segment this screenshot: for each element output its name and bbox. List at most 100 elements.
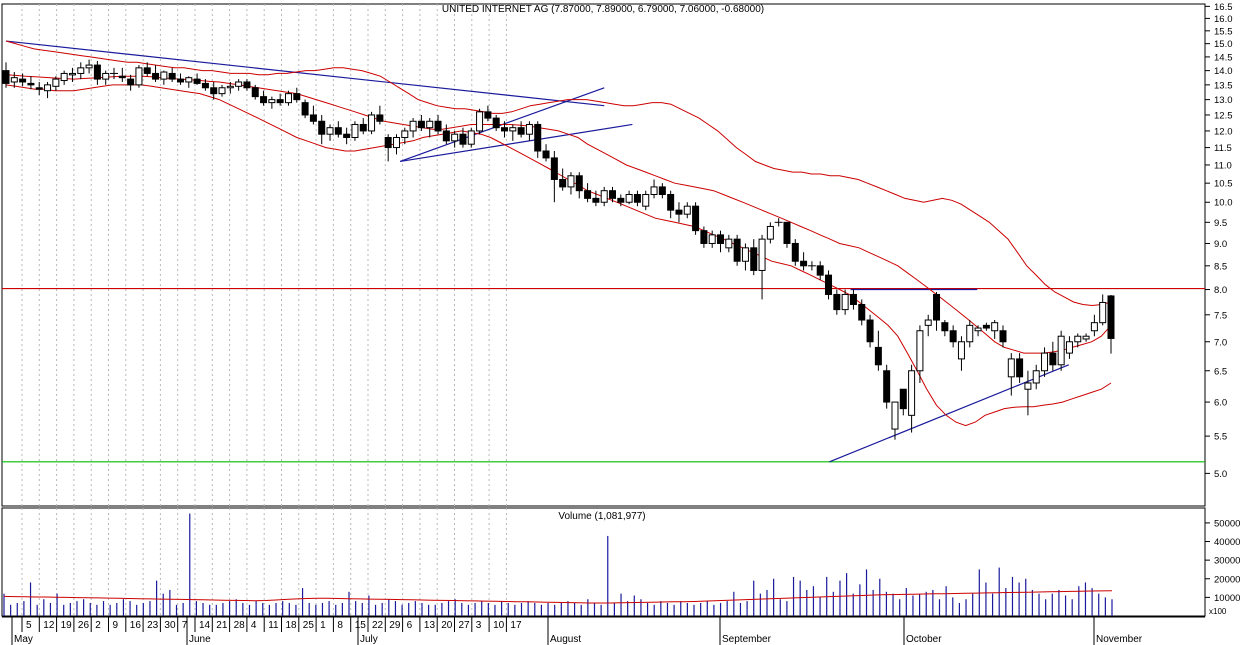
y-tick-label: 8.5 bbox=[1214, 261, 1227, 272]
candle-down bbox=[675, 209, 683, 215]
candle-down bbox=[293, 93, 301, 101]
x-tick-label: 20 bbox=[441, 620, 453, 631]
candle-up bbox=[908, 370, 916, 416]
candle-down bbox=[376, 114, 384, 122]
x-tick-label: 8 bbox=[337, 620, 343, 631]
candle-up bbox=[991, 322, 999, 332]
candle-up bbox=[102, 72, 110, 80]
candle-down bbox=[791, 242, 799, 262]
candle-down bbox=[27, 82, 35, 86]
candle-up bbox=[1057, 335, 1065, 366]
month-label: June bbox=[189, 634, 211, 645]
chart-title: UNITED INTERNET AG (7.87000, 7.89000, 6.… bbox=[442, 4, 764, 15]
candle-up bbox=[1099, 301, 1107, 324]
candle-down bbox=[999, 330, 1007, 343]
y-tick-label: 13.0 bbox=[1214, 95, 1233, 106]
candle-up bbox=[426, 120, 434, 129]
candle-down bbox=[127, 78, 135, 86]
candle-up bbox=[160, 71, 168, 80]
candle-down bbox=[941, 322, 949, 332]
trend-line bbox=[400, 123, 633, 163]
candle-up bbox=[1074, 335, 1082, 343]
candle-down bbox=[816, 265, 824, 276]
trend-line bbox=[5, 40, 605, 107]
y-tick-label: 6.0 bbox=[1214, 398, 1227, 409]
candle-up bbox=[1090, 322, 1098, 332]
candle-up bbox=[409, 120, 417, 132]
x-tick-label: 23 bbox=[147, 620, 159, 631]
candle-up bbox=[1032, 370, 1040, 384]
volume-panel: 10000 20000 30000 40000 50000 x100 bbox=[1, 507, 1240, 617]
volume-unit-label: x100 bbox=[1209, 607, 1227, 616]
candle-down bbox=[534, 123, 542, 152]
candle-down bbox=[692, 205, 700, 232]
x-tick-label: 19 bbox=[61, 620, 73, 631]
candle-down bbox=[982, 324, 990, 329]
candle-up bbox=[966, 324, 974, 343]
month-label: October bbox=[906, 634, 942, 645]
x-tick-label: 22 bbox=[372, 620, 384, 631]
candle-up bbox=[1065, 341, 1073, 354]
x-tick-label: 18 bbox=[286, 620, 298, 631]
candle-down bbox=[2, 70, 10, 84]
candle-down bbox=[783, 221, 791, 244]
x-tick-label: 13 bbox=[424, 620, 436, 631]
y-tick-label: 5.5 bbox=[1214, 432, 1227, 443]
candle-down bbox=[152, 72, 160, 80]
candle-up bbox=[525, 123, 533, 135]
candle-down bbox=[700, 230, 708, 244]
candle-down bbox=[459, 133, 467, 145]
month-label: May bbox=[14, 634, 33, 645]
candle-down bbox=[1016, 358, 1024, 378]
candle-up bbox=[326, 127, 334, 135]
month-label: August bbox=[550, 634, 581, 645]
candle-up bbox=[974, 327, 982, 332]
candle-up bbox=[44, 84, 52, 92]
candle-down bbox=[484, 111, 492, 119]
x-tick-label: 7 bbox=[182, 620, 188, 631]
candle-down bbox=[866, 319, 874, 343]
candle-up bbox=[10, 77, 18, 83]
y-tick-label: 10.5 bbox=[1214, 179, 1233, 190]
candle-down bbox=[500, 127, 508, 132]
volume-y-tick-label: 50000 bbox=[1214, 518, 1240, 529]
candle-down bbox=[359, 123, 367, 132]
candle-down bbox=[1049, 352, 1057, 366]
candle-down bbox=[176, 78, 184, 83]
candle-down bbox=[343, 133, 351, 139]
volume-y-tick-label: 20000 bbox=[1214, 574, 1240, 585]
x-tick-label: 5 bbox=[26, 620, 32, 631]
candle-down bbox=[550, 157, 558, 180]
candle-down bbox=[243, 81, 251, 89]
candle-down bbox=[825, 274, 833, 295]
volume-y-tick-label: 40000 bbox=[1214, 537, 1240, 548]
candle-down bbox=[617, 197, 625, 203]
x-tick-label: 10 bbox=[493, 620, 505, 631]
candle-down bbox=[542, 150, 550, 159]
bollinger-upper bbox=[5, 40, 1112, 307]
x-tick-label: 14 bbox=[199, 620, 211, 631]
candle-down bbox=[858, 303, 866, 321]
candle-down bbox=[899, 388, 907, 410]
y-tick-label: 9.5 bbox=[1214, 218, 1227, 229]
candle-down bbox=[833, 293, 841, 311]
candle-up bbox=[625, 194, 633, 203]
candle-down bbox=[251, 87, 259, 98]
candle-up bbox=[401, 130, 409, 139]
candle-up bbox=[957, 341, 965, 360]
volume-title: Volume (1,081,977) bbox=[558, 511, 645, 522]
candle-up bbox=[135, 67, 143, 86]
x-tick-label: 9 bbox=[113, 620, 119, 631]
candle-down bbox=[260, 96, 268, 104]
candle-up bbox=[185, 77, 193, 83]
candle-up bbox=[891, 401, 899, 430]
candle-up bbox=[758, 238, 766, 271]
candle-down bbox=[434, 120, 442, 132]
candle-down bbox=[384, 137, 392, 149]
candle-up bbox=[766, 225, 774, 240]
trend-line bbox=[829, 364, 1069, 463]
candle-down bbox=[417, 120, 425, 129]
candle-up bbox=[916, 330, 924, 372]
x-tick-label: 25 bbox=[303, 620, 315, 631]
candle-up bbox=[60, 72, 68, 82]
